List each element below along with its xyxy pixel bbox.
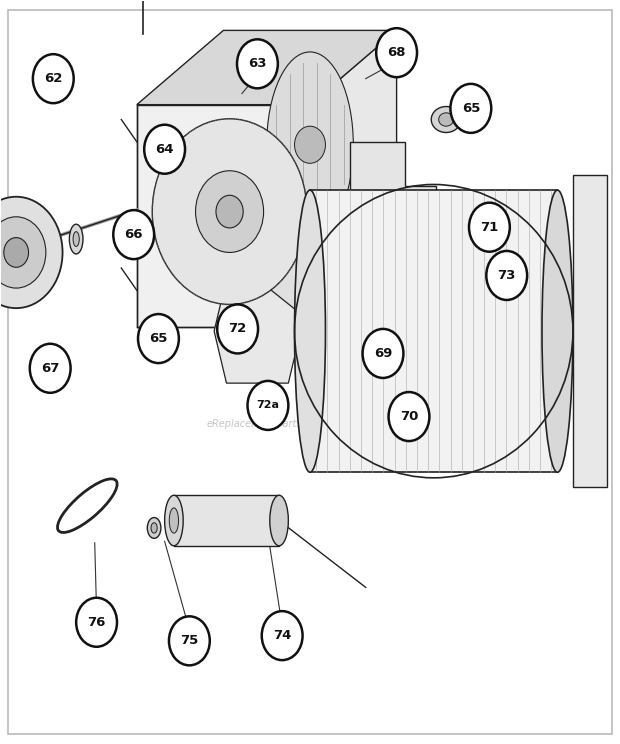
Circle shape (247, 381, 288, 430)
Circle shape (217, 304, 258, 353)
Bar (174, 496, 279, 546)
Text: 73: 73 (497, 269, 516, 282)
Ellipse shape (148, 518, 161, 539)
Text: 69: 69 (374, 347, 392, 360)
Text: 72a: 72a (257, 400, 280, 411)
Circle shape (195, 171, 264, 252)
Text: 71: 71 (480, 221, 498, 234)
Circle shape (237, 39, 278, 89)
Ellipse shape (69, 224, 83, 254)
Ellipse shape (542, 190, 573, 472)
Ellipse shape (432, 106, 461, 132)
Circle shape (262, 611, 303, 660)
Ellipse shape (270, 496, 288, 546)
Text: 65: 65 (149, 332, 167, 345)
Circle shape (486, 251, 527, 300)
Circle shape (113, 210, 154, 259)
Ellipse shape (294, 190, 326, 472)
Text: eReplacementParts.com: eReplacementParts.com (207, 419, 327, 429)
Text: 76: 76 (87, 616, 106, 629)
Circle shape (363, 329, 404, 378)
Circle shape (216, 195, 243, 228)
Circle shape (153, 119, 307, 304)
Circle shape (138, 314, 179, 363)
Text: 62: 62 (44, 72, 63, 85)
Bar (573, 175, 607, 487)
Polygon shape (137, 31, 397, 105)
Text: 66: 66 (125, 228, 143, 241)
Ellipse shape (439, 113, 453, 126)
Text: 70: 70 (400, 410, 418, 423)
Circle shape (469, 202, 510, 251)
Circle shape (4, 237, 29, 267)
Circle shape (0, 196, 63, 308)
Ellipse shape (165, 496, 183, 546)
Circle shape (30, 344, 71, 393)
Circle shape (144, 125, 185, 173)
Polygon shape (350, 142, 436, 342)
Ellipse shape (267, 52, 353, 237)
Bar (310, 190, 557, 472)
Text: 74: 74 (273, 629, 291, 642)
Polygon shape (310, 31, 397, 327)
Ellipse shape (73, 231, 79, 246)
Polygon shape (257, 249, 313, 309)
Circle shape (376, 28, 417, 77)
Text: 68: 68 (388, 46, 406, 60)
Circle shape (0, 217, 46, 288)
Circle shape (33, 54, 74, 103)
Polygon shape (214, 279, 301, 383)
Text: 65: 65 (462, 102, 480, 115)
Text: 63: 63 (248, 57, 267, 71)
Ellipse shape (151, 523, 157, 533)
Text: 75: 75 (180, 635, 198, 647)
Circle shape (294, 126, 326, 164)
Polygon shape (137, 105, 310, 327)
Text: 72: 72 (229, 322, 247, 336)
Circle shape (76, 597, 117, 647)
Text: 64: 64 (156, 143, 174, 155)
Circle shape (389, 392, 430, 441)
Ellipse shape (169, 508, 179, 533)
Circle shape (169, 616, 210, 665)
Text: 67: 67 (41, 362, 60, 375)
Circle shape (450, 84, 491, 133)
